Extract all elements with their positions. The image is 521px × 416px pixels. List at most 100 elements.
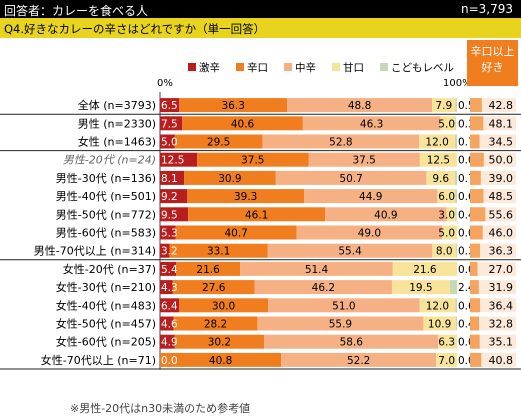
segment-label-gekikara: 4.3 [161,282,178,294]
bar-segment-karakuchi [173,316,258,331]
right-cell-fill [470,316,480,331]
segment-label-chukara: 48.8 [348,100,371,112]
bar-segment-amakuchi [436,352,457,367]
segment-label-chukara: 52.2 [347,355,370,367]
right-value: 48.1 [489,117,514,130]
bar-segment-gekikara [160,98,180,113]
bar-segment-chukara [296,225,443,240]
right-cell-bg [470,316,516,331]
bar-segment-amakuchi [423,316,456,331]
right-cell-fill [470,98,482,113]
category-label: 男性-30代 (n=136) [56,171,156,185]
legend-swatch [188,63,196,71]
bar-segment-amakuchi [437,189,456,204]
right-value: 46.0 [489,227,514,240]
category-label: 男性 (n=2330) [78,116,156,130]
bar-segment-kodomo [455,98,457,113]
bar-segment-amakuchi [426,170,455,185]
right-value: 31.9 [489,281,514,294]
segment-label-chukara: 52.8 [329,137,352,149]
right-cell-fill [470,352,482,367]
respondent-header: 回答者：カレーを食べる人 n=3,793 [0,0,521,18]
bar-segment-amakuchi [432,98,456,113]
segment-label-karakuchi: 29.5 [207,137,230,149]
legend: 激辛 辛口 中辛 甘口 こどもレベル [188,60,454,74]
right-cell-fill [470,280,479,295]
right-cell-bg [470,352,516,367]
bar-segment-kodomo [454,170,457,185]
segment-label-gekikara: 7.5 [161,118,178,130]
bar-segment-chukara [304,189,438,204]
right-cell-fill [470,334,480,349]
bar-segment-amakuchi [442,225,457,240]
bar-segment-karakuchi [187,189,305,204]
legend-label: 辛口 [247,61,268,74]
bar-segment-gekikara [160,189,188,204]
segment-label-karakuchi: 40.8 [209,355,232,367]
right-cell-fill [470,152,484,167]
bar-segment-karakuchi [174,334,265,349]
segment-label-gekikara: 12.5 [161,155,184,167]
right-cell-fill [470,243,481,258]
bar-segment-chukara [287,98,433,113]
bar-segment-karakuchi [172,280,255,295]
category-label: 男性-60代 (n=583) [56,226,156,240]
right-value: 34.5 [489,136,514,149]
segment-label-amakuchi: 9.6 [432,173,449,185]
bar-segment-gekikara [160,243,170,258]
right-cell-bg [470,298,516,313]
right-cell-bg [470,134,516,149]
bar-segment-karakuchi [179,98,288,113]
category-label: 女性-40代 (n=483) [56,298,156,312]
bar-segment-chukara [275,170,427,185]
category-label: 男性-50代 (n=772) [56,207,156,221]
bar-segment-gekikara [160,261,177,276]
right-cell-bg [470,334,516,349]
right-cell-fill [470,189,484,204]
legend-swatch [380,63,388,71]
bar-segment-kodomo [454,134,457,149]
bar-segment-chukara [262,134,420,149]
segment-label-amakuchi: 5.0 [438,228,455,240]
category-label: 男性-40代 (n=501) [56,189,156,203]
segment-label-gekikara: 6.4 [161,300,178,312]
bar-segment-chukara [302,116,441,131]
segment-label-chukara: 58.6 [340,337,364,349]
right-value: 42.8 [489,99,514,112]
bar-segment-gekikara [160,152,198,167]
legend-label: 中辛 [295,61,316,74]
segment-label-chukara: 44.9 [359,191,382,203]
segment-label-chukara: 51.4 [305,264,329,276]
segment-label-gekikara: 0.0 [161,355,178,367]
segment-label-amakuchi: 7.9 [435,100,452,112]
legend-label: 激辛 [199,61,220,74]
bar-segment-kodomo [456,243,457,258]
segment-label-karakuchi: 30.0 [212,300,235,312]
segment-label-amakuchi: 3.0 [438,209,455,221]
bar-segment-amakuchi [392,261,457,276]
right-value: 32.8 [489,318,514,331]
segment-label-chukara: 49.0 [358,228,381,240]
bar-segment-gekikara [160,134,175,149]
bar-segment-karakuchi [197,152,309,167]
legend-label: 甘口 [343,61,364,74]
category-label: 女性-20代 (n=37) [63,262,156,276]
bar-segment-chukara [254,280,392,295]
segment-label-karakuchi: 36.3 [222,100,245,112]
segment-label-gekikara: 5.0 [161,137,178,149]
bar-segment-chukara [268,298,420,313]
legend-item-kodomo: こどもレベル [380,60,454,74]
segment-label-amakuchi: 12.0 [426,300,449,312]
bar-segment-gekikara [160,225,176,240]
bar-segment-karakuchi [160,352,282,367]
segment-label-karakuchi: 40.6 [231,118,255,130]
category-label: 全体 (n=3793) [78,98,156,112]
bar-segment-amakuchi [419,134,455,149]
segment-label-chukara: 46.3 [360,118,383,130]
category-label: 女性 (n=1463) [78,135,156,149]
legend-item-amakuchi: 甘口 [332,60,364,74]
bar-segment-amakuchi [419,152,457,167]
bar-segment-karakuchi [174,134,263,149]
segment-label-karakuchi: 33.1 [207,246,230,258]
